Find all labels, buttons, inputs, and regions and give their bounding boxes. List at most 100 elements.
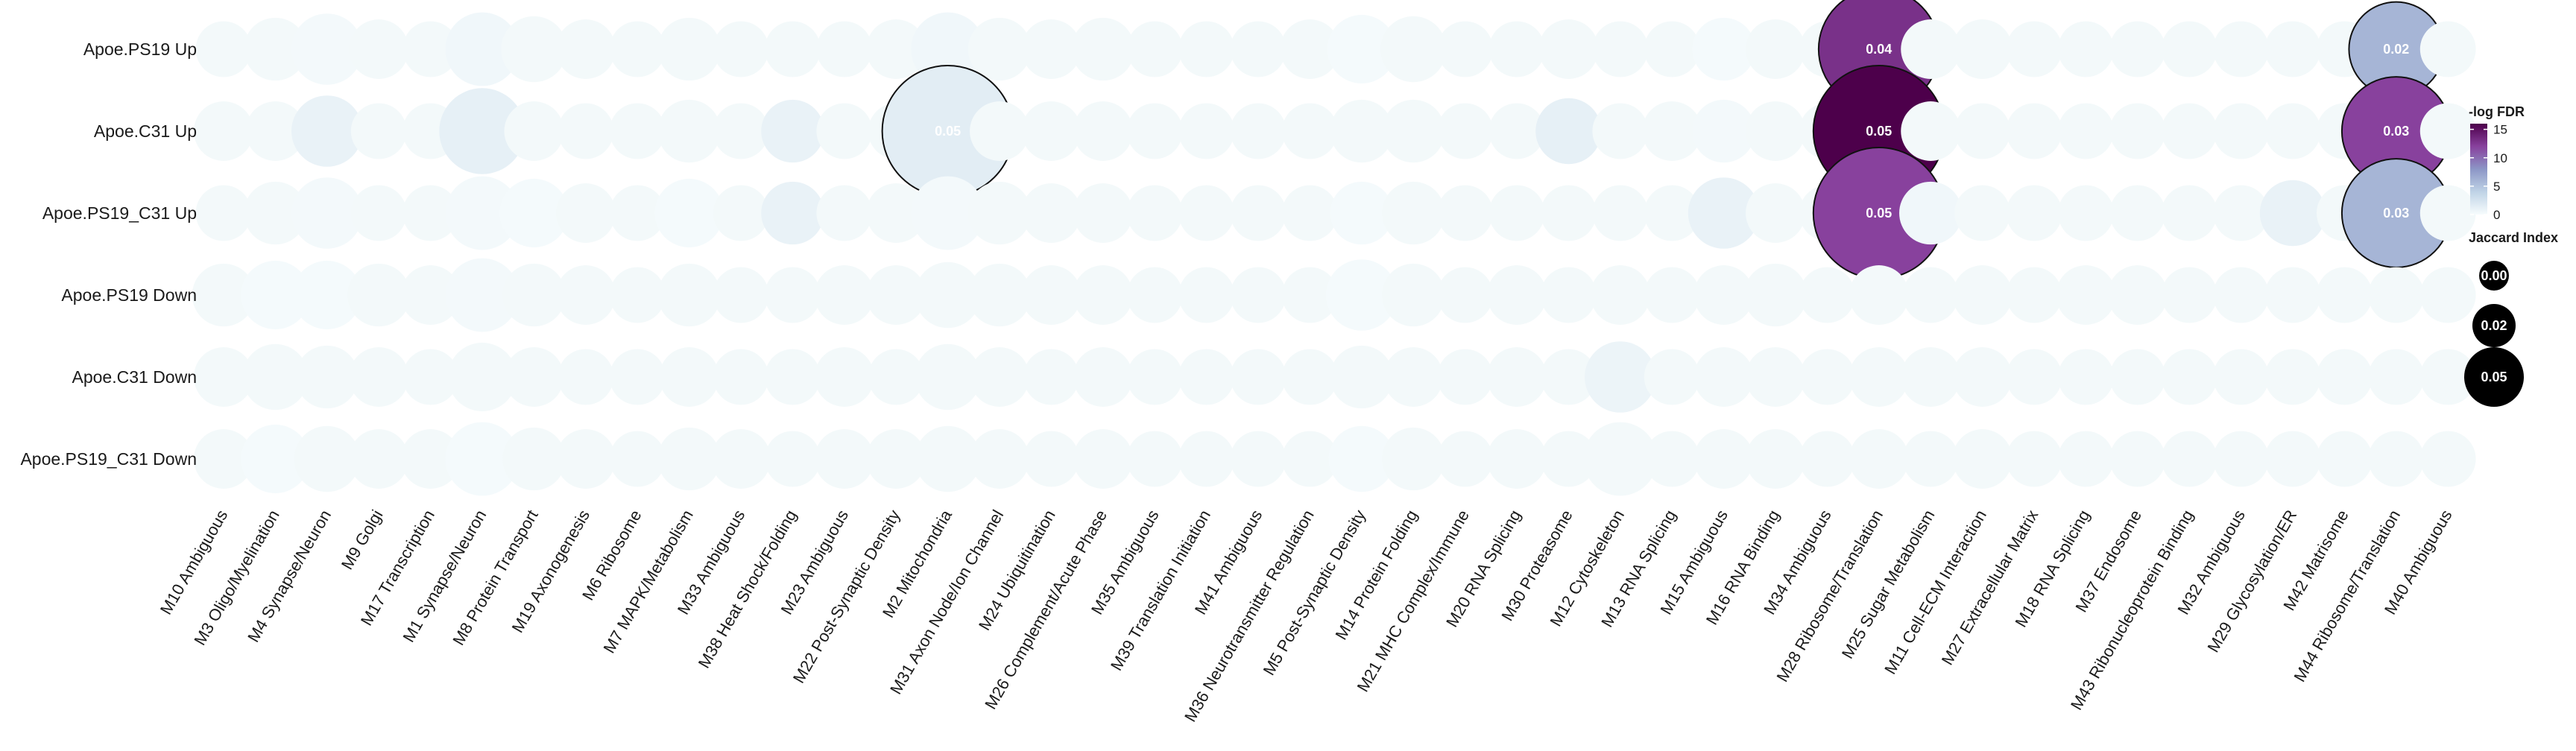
dot-4-14 <box>866 265 926 325</box>
dot-4-8 <box>555 265 616 325</box>
dot-3-30 <box>1688 177 1760 249</box>
dot-5-29 <box>1644 349 1700 405</box>
dot-4-37 <box>2056 265 2116 325</box>
dot-2-37 <box>2057 103 2114 159</box>
dot-1-21 <box>1230 21 1287 77</box>
dot-4-22 <box>1281 267 1338 323</box>
dot-2-36 <box>2006 103 2062 159</box>
dot-6-33 <box>1849 429 1909 489</box>
dot-5-22 <box>1281 349 1338 405</box>
color-legend-tick-label: 0 <box>2493 208 2500 222</box>
dot-6-15 <box>915 425 981 492</box>
dot-4-15 <box>915 262 981 329</box>
dot-1-41 <box>2264 21 2321 77</box>
dot-2-41 <box>2264 103 2321 159</box>
dot-5-12 <box>764 349 821 405</box>
dot-3-11 <box>713 185 769 241</box>
dot-5-16 <box>970 347 1029 407</box>
dot-4-38 <box>2107 265 2168 325</box>
dot-3-40 <box>2213 185 2270 241</box>
dot-5-38 <box>2109 349 2166 405</box>
dot-3-37 <box>2057 185 2114 241</box>
dot-1-7 <box>501 16 567 83</box>
dot-3-31 <box>1746 183 1805 243</box>
dot-1-8 <box>555 19 616 79</box>
dot-6-44 <box>2419 431 2476 487</box>
dot-2-1 <box>194 101 253 161</box>
dot-4-21 <box>1230 267 1287 323</box>
dot-4-30 <box>1693 265 1754 325</box>
dot-2-22 <box>1281 103 1338 159</box>
dot-4-10 <box>657 263 721 327</box>
dot-1-11 <box>713 21 769 77</box>
dot-6-36 <box>2006 431 2062 487</box>
dot-2-34 <box>1901 101 1961 161</box>
dot-1-19 <box>1126 21 1183 77</box>
dot-2-19 <box>1126 103 1183 159</box>
size-legend-label: 0.00 <box>2481 268 2507 283</box>
dot-6-13 <box>814 429 874 489</box>
dot-4-29 <box>1644 267 1700 323</box>
dot-5-25 <box>1437 349 1494 405</box>
dot-6-43 <box>2368 431 2425 487</box>
column-label: M28 Ribosome/Translation <box>1772 507 1887 685</box>
dot-5-17 <box>1023 349 1079 405</box>
dot-5-23 <box>1330 345 1393 409</box>
color-legend-title: -log FDR <box>2469 104 2525 119</box>
dot-5-26 <box>1487 347 1547 407</box>
dot-3-29 <box>1644 185 1700 241</box>
dot-6-14 <box>866 429 926 489</box>
dot-4-39 <box>2161 267 2217 323</box>
color-legend-bar <box>2470 124 2487 215</box>
dot-value-label: 0.03 <box>2383 206 2409 221</box>
dot-4-42 <box>2316 267 2373 323</box>
dot-6-26 <box>1487 429 1547 489</box>
size-legend-dot <box>2464 347 2524 407</box>
dot-4-18 <box>1073 265 1133 325</box>
dot-1-34 <box>1901 19 1961 79</box>
dot-6-32 <box>1799 431 1855 487</box>
dot-6-37 <box>2057 431 2114 487</box>
dot-1-20 <box>1178 21 1235 77</box>
dot-3-15 <box>911 176 985 250</box>
dot-5-37 <box>2057 349 2114 405</box>
dot-2-35 <box>1954 103 2011 159</box>
dot-1-13 <box>816 21 873 77</box>
dot-1-27 <box>1538 19 1599 79</box>
dot-5-4 <box>349 347 409 407</box>
dot-2-11 <box>713 103 769 159</box>
dot-6-6 <box>445 422 520 496</box>
dot-1-18 <box>1071 17 1134 81</box>
dot-1-28 <box>1592 21 1649 77</box>
dot-6-16 <box>970 429 1029 489</box>
dot-4-41 <box>2264 267 2321 323</box>
dot-2-39 <box>2161 103 2217 159</box>
dot-6-41 <box>2264 431 2321 487</box>
dot-2-29 <box>1642 101 1702 161</box>
dot-3-24 <box>1382 181 1445 245</box>
dot-2-10 <box>657 99 721 163</box>
dot-1-22 <box>1280 19 1340 79</box>
dot-4-31 <box>1743 263 1808 327</box>
dot-4-40 <box>2213 267 2270 323</box>
dot-1-37 <box>2057 21 2114 77</box>
column-label: M22 Post-Synaptic Density <box>789 507 904 686</box>
dot-4-17 <box>1021 265 1082 325</box>
dot-5-40 <box>2213 349 2270 405</box>
dot-6-20 <box>1178 431 1235 487</box>
dot-6-31 <box>1746 429 1805 489</box>
dot-6-35 <box>1952 429 2012 489</box>
dot-2-30 <box>1692 99 1755 163</box>
dot-3-19 <box>1126 185 1183 241</box>
dot-4-4 <box>347 263 411 327</box>
dot-6-11 <box>711 429 771 489</box>
row-label: Apoe.C31 Up <box>94 121 197 141</box>
dot-2-25 <box>1437 103 1494 159</box>
dot-6-42 <box>2316 431 2373 487</box>
dot-value-label: 0.03 <box>2383 124 2409 139</box>
dot-4-23 <box>1326 259 1398 331</box>
dot-layer <box>192 0 2476 496</box>
dot-1-17 <box>1021 19 1082 79</box>
dot-3-20 <box>1178 185 1235 241</box>
